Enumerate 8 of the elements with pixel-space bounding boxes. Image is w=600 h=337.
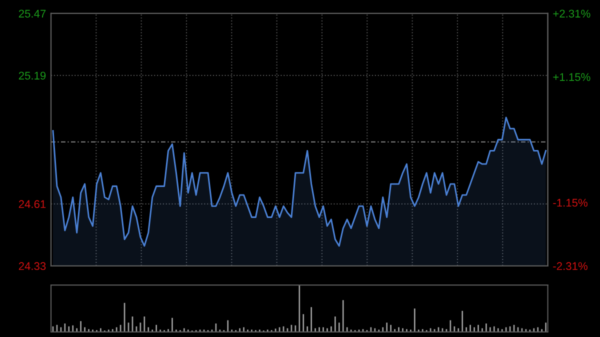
y-tick-label: 25.19: [18, 72, 46, 80]
y2-tick-label: -2.31%: [553, 262, 588, 270]
y-tick-label: 24.61: [18, 200, 46, 208]
y-tick-label: 25.47: [18, 10, 46, 18]
y2-tick-label: +2.31%: [553, 10, 590, 18]
y2-tick-label: -1.15%: [553, 198, 588, 207]
y2-tick-label: +1.15%: [553, 73, 590, 81]
y-tick-label: 24.33: [18, 262, 46, 270]
